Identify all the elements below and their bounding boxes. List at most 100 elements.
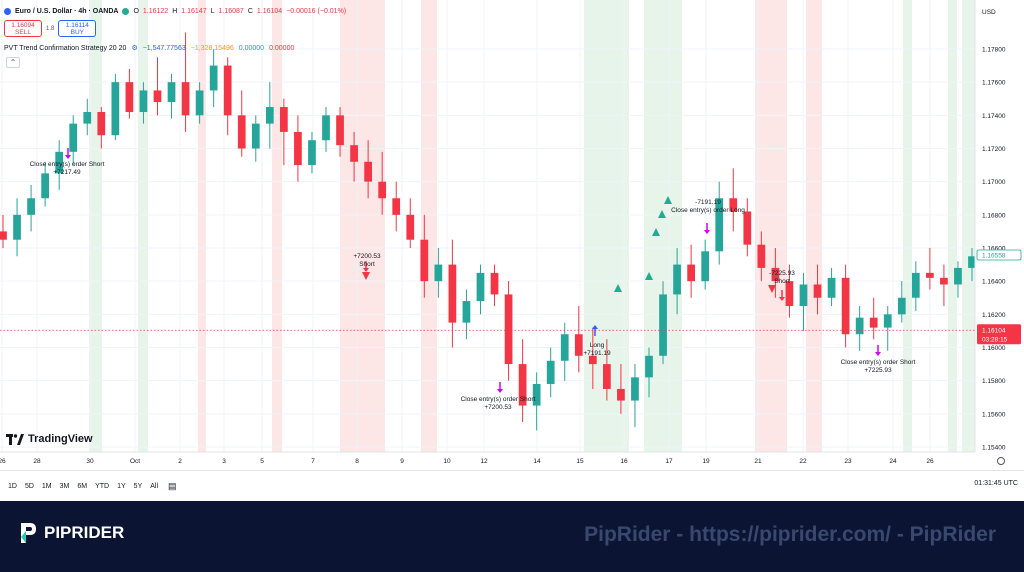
candle[interactable]	[265, 82, 274, 149]
candle[interactable]	[237, 90, 246, 157]
candle[interactable]	[897, 281, 906, 323]
candle[interactable]	[968, 248, 976, 282]
range-button-1m[interactable]: 1M	[41, 482, 52, 490]
range-button-3m[interactable]: 3M	[59, 482, 70, 490]
clock-utc[interactable]: 01:31:45 UTC	[974, 480, 1018, 487]
candle[interactable]	[97, 107, 106, 149]
candle[interactable]	[588, 327, 597, 389]
candle[interactable]	[926, 248, 934, 290]
candle[interactable]	[406, 198, 415, 248]
candle[interactable]	[574, 306, 583, 373]
candle[interactable]	[0, 214, 7, 248]
signal-band	[421, 0, 437, 452]
date-range-icon[interactable]: ▤	[168, 480, 177, 491]
candle[interactable]	[55, 140, 64, 190]
currency-label[interactable]: USD	[982, 9, 996, 16]
candle[interactable]	[701, 239, 710, 290]
indicator-legend[interactable]: PVT Trend Confirmation Strategy 20 20 ⚙ …	[4, 44, 294, 53]
candle[interactable]	[560, 322, 569, 381]
candle[interactable]	[294, 115, 302, 182]
candle[interactable]	[308, 131, 316, 174]
candle[interactable]	[69, 115, 78, 166]
candle[interactable]	[617, 364, 625, 414]
sell-button[interactable]: 1.16094 SELL	[4, 20, 42, 37]
candle[interactable]	[223, 57, 232, 136]
buy-button[interactable]: 1.16114 BUY	[58, 20, 97, 37]
range-button-1d[interactable]: 1D	[8, 482, 17, 490]
range-button-5y[interactable]: 5Y	[133, 482, 143, 490]
price-axis[interactable]	[975, 0, 1024, 470]
candle[interactable]	[392, 181, 401, 232]
signal-band	[948, 0, 957, 452]
piprider-brand-text: PIPRIDER	[44, 523, 125, 542]
candle[interactable]	[83, 98, 92, 136]
collapse-legend-icon[interactable]: ⌃	[6, 57, 20, 68]
candle[interactable]	[209, 49, 218, 108]
candle[interactable]	[139, 82, 148, 124]
candle[interactable]	[532, 372, 541, 431]
candle[interactable]	[631, 364, 639, 428]
indicator-settings-icon[interactable]: ⚙	[131, 45, 138, 52]
range-button-1y[interactable]: 1Y	[117, 482, 126, 490]
candle-body	[251, 123, 260, 149]
candle[interactable]	[125, 68, 134, 119]
candle[interactable]	[167, 73, 176, 119]
candle[interactable]	[729, 168, 738, 232]
candle[interactable]	[420, 214, 429, 298]
candle[interactable]	[350, 131, 358, 182]
signal-band	[340, 0, 385, 452]
signal-band	[644, 0, 682, 452]
candle[interactable]	[448, 239, 457, 348]
candle[interactable]	[799, 272, 808, 331]
candle[interactable]	[659, 281, 667, 365]
candle[interactable]	[841, 264, 850, 348]
range-button-all[interactable]: All	[150, 482, 159, 490]
candle[interactable]	[883, 306, 892, 351]
candle[interactable]	[546, 347, 555, 398]
candle[interactable]	[27, 184, 35, 232]
indicator-name[interactable]: PVT Trend Confirmation Strategy 20 20	[4, 44, 127, 52]
candle[interactable]	[855, 306, 864, 351]
candle[interactable]	[181, 32, 190, 132]
candle[interactable]	[504, 281, 513, 381]
candle[interactable]	[743, 198, 752, 257]
candle[interactable]	[13, 198, 21, 257]
candle[interactable]	[687, 244, 695, 298]
price-tick-label: 1.15600	[982, 411, 1006, 418]
candle[interactable]	[364, 140, 372, 199]
candle[interactable]	[869, 297, 878, 340]
candle[interactable]	[940, 264, 948, 307]
candle[interactable]	[336, 107, 344, 157]
candle[interactable]	[785, 264, 794, 318]
candle[interactable]	[954, 261, 962, 298]
candle[interactable]	[715, 181, 724, 265]
candle[interactable]	[153, 57, 162, 116]
candle[interactable]	[378, 151, 387, 215]
candle[interactable]	[280, 98, 288, 166]
chart-area[interactable]: Close entry(s) order Short +7217.49 +7200.…	[0, 0, 1024, 470]
chart-settings-icon[interactable]	[997, 457, 1005, 465]
range-button-ytd[interactable]: YTD	[95, 482, 110, 490]
candle[interactable]	[462, 289, 471, 340]
candle[interactable]	[603, 339, 611, 401]
range-button-6m[interactable]: 6M	[77, 482, 88, 490]
candle[interactable]	[827, 267, 836, 307]
candle[interactable]	[490, 264, 499, 307]
candle[interactable]	[518, 339, 527, 423]
candle[interactable]	[476, 264, 485, 315]
candle[interactable]	[195, 82, 204, 124]
candle[interactable]	[111, 73, 120, 141]
candlestick-chart[interactable]: Close entry(s) order Short+7217.49+7200.…	[0, 0, 1024, 470]
candle[interactable]	[813, 264, 822, 315]
candle[interactable]	[322, 107, 330, 152]
candle[interactable]	[41, 161, 49, 207]
candle[interactable]	[673, 248, 681, 315]
candle[interactable]	[771, 248, 780, 298]
symbol-title[interactable]: Euro / U.S. Dollar · 4h · OANDA	[15, 7, 119, 15]
range-button-5d[interactable]: 5D	[24, 482, 34, 490]
candle[interactable]	[757, 231, 766, 282]
candle[interactable]	[645, 347, 653, 398]
candle[interactable]	[434, 248, 443, 298]
candle[interactable]	[911, 261, 920, 312]
candle[interactable]	[251, 115, 260, 162]
